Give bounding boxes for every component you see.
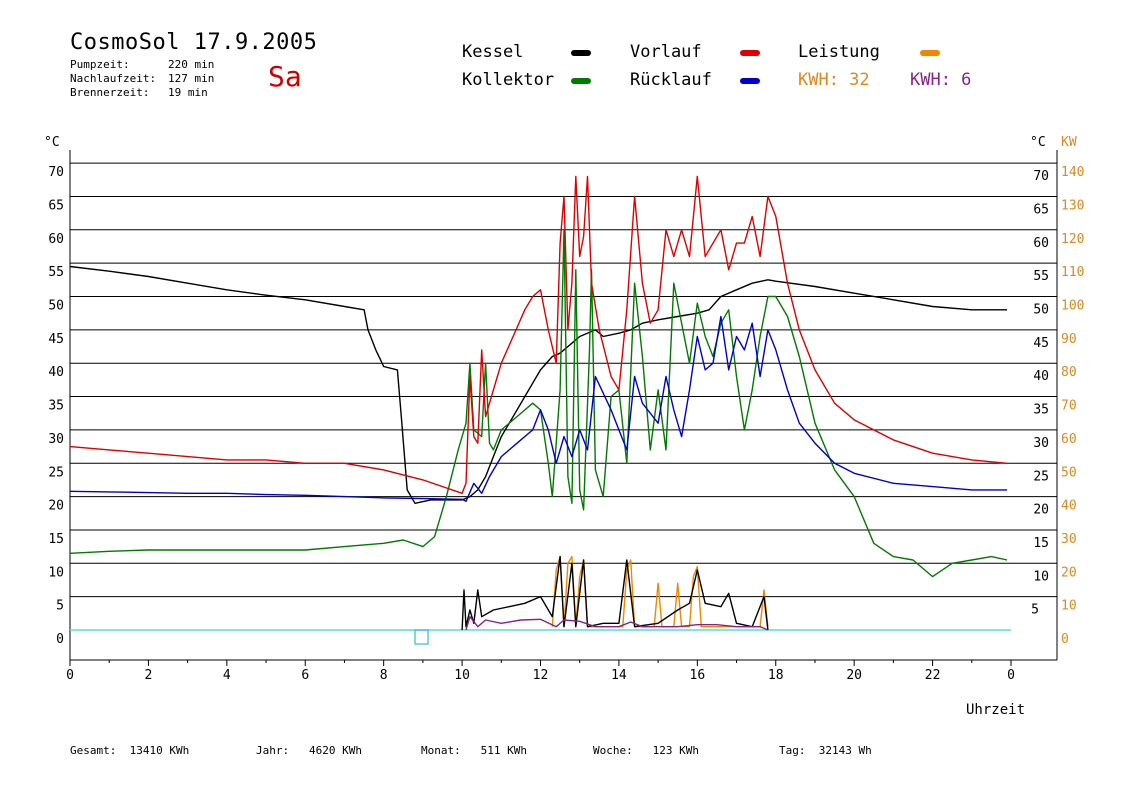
y-left-tick-label: 5 xyxy=(56,599,64,614)
legend-leistung-swatch xyxy=(920,50,940,56)
y-right-temp-label: 65 xyxy=(1033,202,1049,217)
x-tick-label: 2 xyxy=(145,668,153,683)
footer-tag: Tag: 32143 Wh xyxy=(779,744,872,757)
temperature-chart: 0 2 4 6 8 10 12 14 16 18 20 22 005101520253035404550… xyxy=(44,135,1084,683)
y-right-power-label: 40 xyxy=(1061,499,1077,514)
axis-labels: 0 2 4 6 8 10 12 14 16 18 20 22 005101520253035404550… xyxy=(44,135,1084,683)
y-right-power-unit: KW xyxy=(1061,135,1077,150)
legend-ruecklauf-label: Rücklauf xyxy=(630,70,712,90)
weekday-label: Sa xyxy=(268,60,302,93)
y-right-unit: °C xyxy=(1030,135,1046,150)
y-right-temp-label: 50 xyxy=(1033,303,1049,318)
y-right-temp-label: 30 xyxy=(1033,436,1049,451)
y-right-power-label: 90 xyxy=(1061,332,1077,347)
y-right-temp-label: 45 xyxy=(1033,336,1049,351)
footer-monat: Monat: 511 KWh xyxy=(421,744,527,757)
x-tick-label: 0 xyxy=(1007,668,1015,683)
x-tick-label: 16 xyxy=(690,668,706,683)
x-tick-label: 12 xyxy=(533,668,549,683)
y-left-tick-label: 40 xyxy=(48,365,64,380)
y-right-temp-label: 35 xyxy=(1033,403,1049,418)
y-left-tick-label: 0 xyxy=(56,632,64,647)
y-left-tick-label: 15 xyxy=(48,532,64,547)
axes xyxy=(69,150,1058,666)
legend-vorlauf-label: Vorlauf xyxy=(630,42,702,62)
legend-kessel-swatch xyxy=(571,50,591,56)
y-left-tick-label: 50 xyxy=(48,299,64,314)
y-left-unit: °C xyxy=(44,135,60,150)
x-axis-label: Uhrzeit xyxy=(966,702,1026,718)
x-tick-label: 4 xyxy=(223,668,231,683)
series-kessel xyxy=(69,265,1008,504)
footer-woche: Woche: 123 KWh xyxy=(593,744,699,757)
y-right-temp-label: 40 xyxy=(1033,369,1049,384)
x-tick-label: 8 xyxy=(380,668,388,683)
y-right-temp-label: 60 xyxy=(1033,236,1049,251)
legend-kollektor-swatch xyxy=(571,78,591,84)
y-right-power-label: 80 xyxy=(1061,365,1077,380)
y-right-power-label: 70 xyxy=(1061,399,1077,414)
footer-jahr: Jahr: 4620 KWh xyxy=(256,744,362,757)
y-right-power-label: 60 xyxy=(1061,432,1077,447)
x-tick-label: 0 xyxy=(66,668,74,683)
y-left-tick-label: 70 xyxy=(48,165,64,180)
y-left-tick-label: 45 xyxy=(48,332,64,347)
stat-nachlaufzeit-value: 127 min xyxy=(168,72,215,85)
y-right-temp-label: 55 xyxy=(1033,269,1049,284)
y-right-temp-label: 10 xyxy=(1033,569,1049,584)
y-right-power-label: 10 xyxy=(1061,599,1077,614)
y-right-temp-label: 25 xyxy=(1033,469,1049,484)
series-leistung-schwarz- xyxy=(461,555,769,631)
x-tick-label: 18 xyxy=(768,668,784,683)
series-kollektor xyxy=(69,229,1008,578)
y-right-power-label: 100 xyxy=(1061,299,1084,314)
series-vorlauf xyxy=(69,175,1008,494)
y-left-tick-label: 20 xyxy=(48,499,64,514)
y-right-power-label: 0 xyxy=(1061,632,1069,647)
y-right-power-label: 30 xyxy=(1061,532,1077,547)
stat-nachlaufzeit-label: Nachlaufzeit: xyxy=(70,72,157,85)
y-left-tick-label: 25 xyxy=(48,465,64,480)
legend-vorlauf-swatch xyxy=(740,50,760,56)
y-left-tick-label: 55 xyxy=(48,265,64,280)
stat-brennerzeit-label: Brennerzeit: xyxy=(70,86,150,99)
x-tick-label: 20 xyxy=(846,668,862,683)
y-left-tick-label: 60 xyxy=(48,232,64,247)
stat-pumpzeit-label: Pumpzeit: xyxy=(70,58,130,71)
x-tick-label: 6 xyxy=(301,668,309,683)
legend-kollektor-label: Kollektor xyxy=(462,70,555,90)
y-right-power-label: 50 xyxy=(1061,465,1077,480)
y-left-tick-label: 65 xyxy=(48,198,64,213)
chart-title: CosmoSol 17.9.2005 xyxy=(70,30,318,55)
x-tick-label: 14 xyxy=(611,668,627,683)
series-kwh-violett xyxy=(465,616,769,631)
y-right-power-label: 120 xyxy=(1061,232,1084,247)
legend-kwh-purple: KWH: 6 xyxy=(910,70,972,90)
y-right-temp-label: 20 xyxy=(1033,503,1049,518)
stat-brennerzeit-value: 19 min xyxy=(168,86,208,99)
legend-kwh-orange: KWH: 32 xyxy=(798,70,870,90)
y-right-temp-label: 15 xyxy=(1033,536,1049,551)
y-right-power-label: 130 xyxy=(1061,198,1084,213)
y-right-temp-label: 5 xyxy=(1031,603,1039,618)
y-left-tick-label: 35 xyxy=(48,399,64,414)
y-right-temp-label: 70 xyxy=(1033,169,1049,184)
y-right-power-label: 110 xyxy=(1061,265,1084,280)
y-right-power-label: 20 xyxy=(1061,565,1077,580)
stat-pumpzeit-value: 220 min xyxy=(168,58,215,71)
y-right-power-label: 140 xyxy=(1061,165,1084,180)
legend-leistung-label: Leistung xyxy=(798,42,880,62)
grid-lines xyxy=(70,162,1057,598)
series-lines xyxy=(69,175,1008,631)
series-r-cklauf xyxy=(69,315,1008,502)
legend-ruecklauf-swatch xyxy=(740,78,760,84)
legend-kessel-label: Kessel xyxy=(462,42,524,62)
x-tick-label: 22 xyxy=(925,668,941,683)
y-left-tick-label: 10 xyxy=(48,565,64,580)
marker-square xyxy=(414,629,429,645)
footer-gesamt: Gesamt: 13410 KWh xyxy=(70,744,190,757)
y-left-tick-label: 30 xyxy=(48,432,64,447)
x-tick-label: 10 xyxy=(454,668,470,683)
